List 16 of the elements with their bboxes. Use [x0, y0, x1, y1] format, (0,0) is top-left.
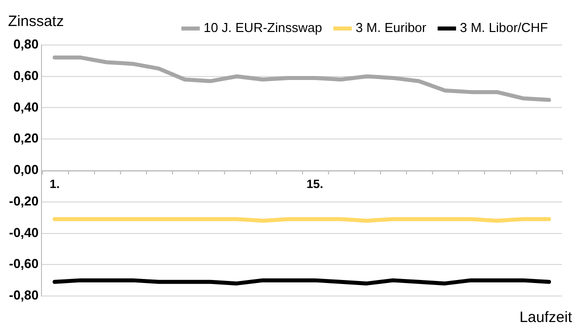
y-tick-label: 0,20 — [13, 130, 39, 146]
y-axis-title: Zinssatz — [8, 13, 64, 30]
legend-label: 3 M. Libor/CHF — [460, 20, 548, 36]
x-tick-label: 15. — [306, 176, 324, 191]
legend-label: 3 M. Euribor — [356, 20, 428, 36]
y-tick-label: -0,60 — [8, 256, 39, 272]
y-tick-label: 0,40 — [13, 99, 39, 114]
y-tick-label: 0,80 — [13, 36, 39, 52]
y-tick-label: -0,80 — [8, 288, 39, 303]
legend-label: 10 J. EUR-Zinsswap — [204, 20, 322, 36]
x-tick-label: 1. — [50, 176, 60, 191]
y-tick-label: 0,60 — [13, 68, 39, 83]
y-tick-label: 0,00 — [13, 162, 39, 178]
y-tick-label: -0,20 — [8, 193, 39, 208]
y-tick-label: -0,40 — [8, 224, 39, 240]
x-axis-title: Laufzeit — [519, 309, 573, 326]
